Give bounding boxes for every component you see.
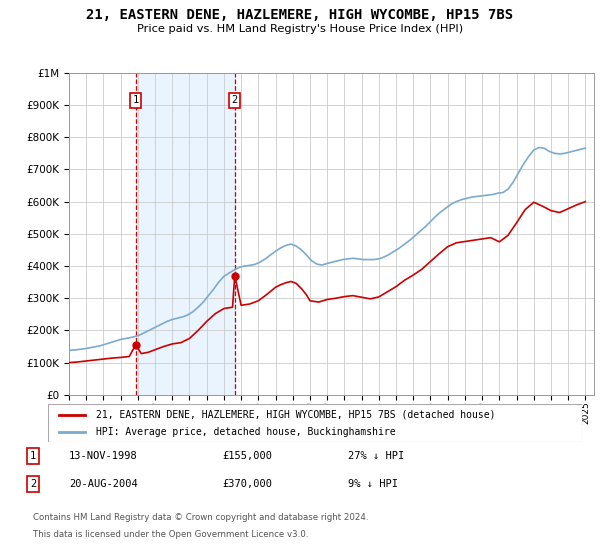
Text: 20-AUG-2004: 20-AUG-2004 — [69, 479, 138, 489]
Text: 21, EASTERN DENE, HAZLEMERE, HIGH WYCOMBE, HP15 7BS (detached house): 21, EASTERN DENE, HAZLEMERE, HIGH WYCOMB… — [96, 410, 496, 420]
Text: Contains HM Land Registry data © Crown copyright and database right 2024.: Contains HM Land Registry data © Crown c… — [33, 513, 368, 522]
Text: HPI: Average price, detached house, Buckinghamshire: HPI: Average price, detached house, Buck… — [96, 427, 395, 437]
Text: 1: 1 — [133, 95, 139, 105]
Text: 21, EASTERN DENE, HAZLEMERE, HIGH WYCOMBE, HP15 7BS: 21, EASTERN DENE, HAZLEMERE, HIGH WYCOMB… — [86, 8, 514, 22]
Text: 27% ↓ HPI: 27% ↓ HPI — [348, 451, 404, 461]
Text: 9% ↓ HPI: 9% ↓ HPI — [348, 479, 398, 489]
Text: 1: 1 — [30, 451, 36, 461]
Text: Price paid vs. HM Land Registry's House Price Index (HPI): Price paid vs. HM Land Registry's House … — [137, 24, 463, 34]
FancyBboxPatch shape — [48, 404, 582, 442]
Text: 13-NOV-1998: 13-NOV-1998 — [69, 451, 138, 461]
Text: £155,000: £155,000 — [222, 451, 272, 461]
Text: 2: 2 — [30, 479, 36, 489]
Text: This data is licensed under the Open Government Licence v3.0.: This data is licensed under the Open Gov… — [33, 530, 308, 539]
Text: 2: 2 — [232, 95, 238, 105]
Text: £370,000: £370,000 — [222, 479, 272, 489]
